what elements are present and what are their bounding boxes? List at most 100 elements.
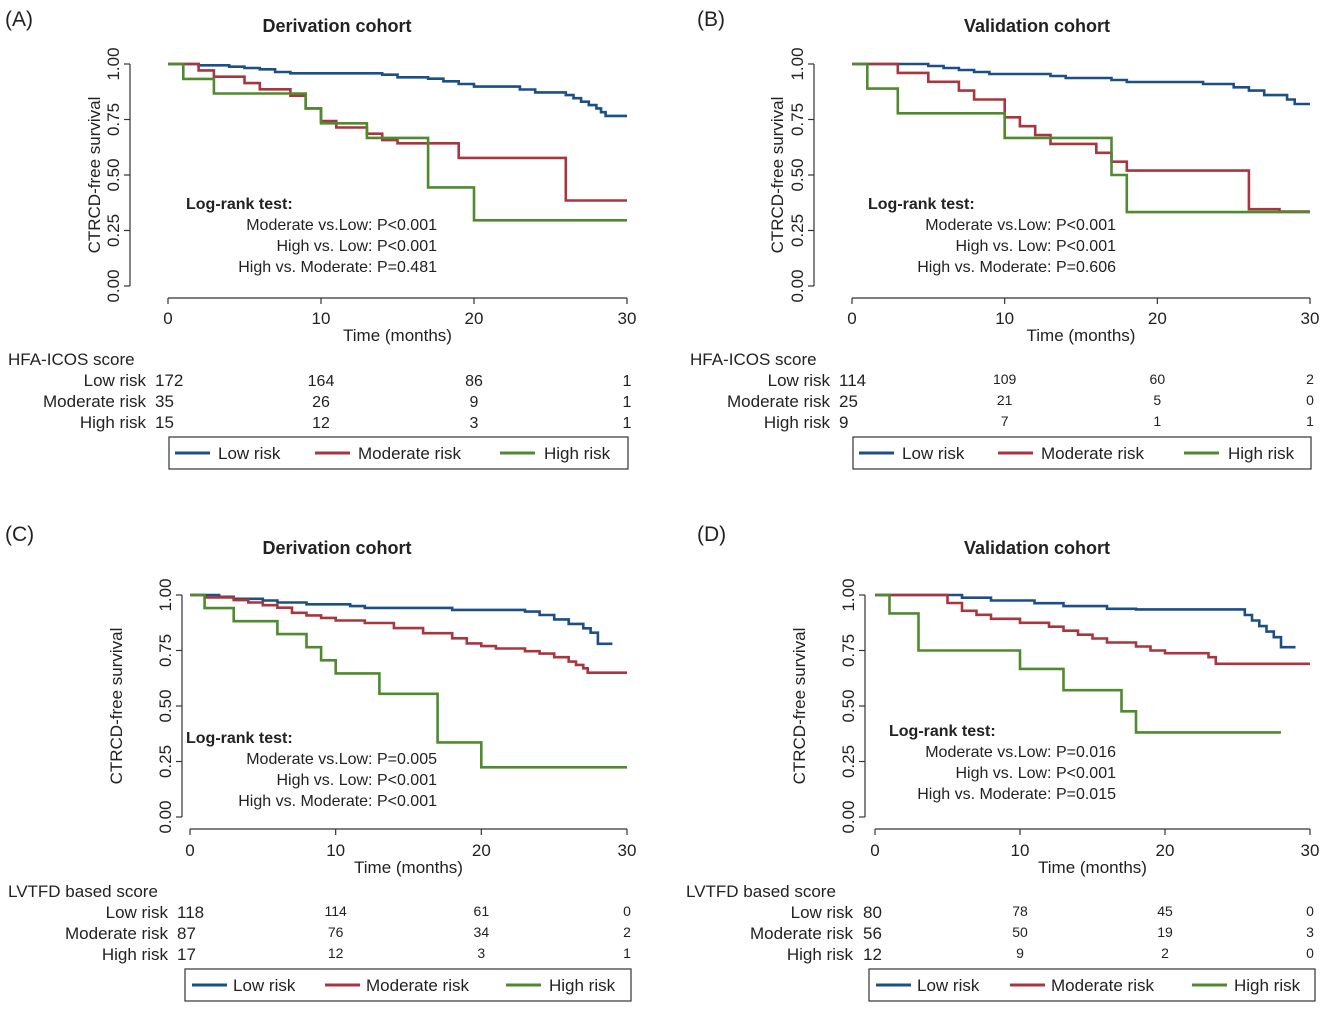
chart-title: Derivation cohort	[262, 16, 411, 36]
logrank-result: Moderate vs.Low: P<0.001	[246, 217, 437, 234]
risk-count: 0	[1306, 903, 1314, 919]
legend: Low risk Moderate risk High risk	[184, 968, 632, 1002]
y-tick-label: 0.50	[104, 158, 123, 191]
survival-curve-moderate	[168, 62, 627, 202]
risk-row-label: High risk	[102, 945, 169, 964]
x-tick-label: 30	[1301, 841, 1320, 860]
risk-count: 5	[1153, 392, 1161, 408]
survival-curve-moderate	[852, 62, 1310, 213]
km-panel-b: (B) Validation cohort 0.00 0.25 0.50 0.75 1.00…	[690, 8, 1320, 470]
risk-count: 114	[325, 903, 348, 919]
y-tick-label: 0.00	[156, 800, 175, 833]
y-tick-label: 0.50	[788, 158, 807, 191]
legend-label: High risk	[549, 976, 616, 995]
logrank-heading: Log-rank test:	[868, 196, 975, 213]
legend-label: Low risk	[233, 976, 296, 995]
logrank-result: Moderate vs.Low: P=0.016	[925, 744, 1116, 761]
y-tick-label: 0.75	[788, 103, 807, 136]
risk-count: 26	[312, 394, 330, 411]
risk-count: 35	[155, 392, 174, 411]
panel-letter: (B)	[697, 8, 725, 31]
x-axis-label: Time (months)	[343, 326, 452, 345]
risk-count: 118	[177, 903, 204, 922]
risk-row-label: Low risk	[791, 903, 854, 922]
risk-count: 109	[993, 371, 1017, 387]
x-axis-label: Time (months)	[354, 858, 463, 877]
logrank-result: High vs. Low: P<0.001	[276, 238, 437, 255]
chart-title: Validation cohort	[964, 16, 1110, 36]
risk-table-title: LVTFD based score	[8, 882, 158, 901]
x-tick-label: 0	[847, 309, 856, 328]
km-panel-d: (D) Validation cohort 0.00 0.25 0.50 0.75 1.00…	[686, 523, 1320, 1002]
legend-label: Moderate risk	[1051, 976, 1154, 995]
survival-curve-low	[168, 62, 627, 118]
risk-count: 114	[839, 371, 866, 390]
survival-curve-low	[852, 62, 1310, 106]
x-tick-label: 30	[1301, 309, 1320, 328]
y-axis-label: CTRCD-free survival	[790, 628, 809, 785]
risk-row-label: Moderate risk	[727, 392, 830, 411]
survival-curve-high	[190, 593, 627, 769]
legend-label: Moderate risk	[1041, 444, 1144, 463]
survival-curve-high	[168, 62, 627, 222]
risk-count: 0	[1306, 392, 1314, 408]
risk-table-title: HFA-ICOS score	[690, 350, 817, 369]
risk-count: 80	[863, 903, 882, 922]
risk-count: 3	[1306, 924, 1314, 940]
risk-count: 9	[839, 413, 848, 432]
y-tick-label: 1.00	[156, 578, 175, 611]
logrank-result: High vs. Moderate: P=0.015	[917, 786, 1116, 803]
risk-count: 2	[1161, 945, 1169, 961]
risk-count: 25	[839, 392, 858, 411]
risk-count: 3	[477, 945, 485, 961]
chart-title: Derivation cohort	[262, 538, 411, 558]
risk-row-label: Moderate risk	[43, 392, 146, 411]
x-tick-label: 10	[326, 841, 345, 860]
risk-count: 2	[1306, 371, 1314, 387]
risk-row-label: Moderate risk	[750, 924, 853, 943]
x-tick-label: 10	[995, 309, 1014, 328]
risk-row-label: Low risk	[106, 903, 169, 922]
risk-table-title: LVTFD based score	[686, 882, 836, 901]
risk-row-label: High risk	[787, 945, 854, 964]
legend-label: Moderate risk	[358, 444, 461, 463]
risk-count: 1	[1306, 413, 1314, 429]
x-axis-label: Time (months)	[1038, 858, 1147, 877]
y-tick-label: 0.25	[104, 214, 123, 247]
risk-count: 12	[328, 945, 344, 961]
x-tick-label: 20	[1148, 309, 1167, 328]
legend-label: High risk	[1228, 444, 1295, 463]
legend-label: High risk	[544, 444, 611, 463]
legend: Low risk Moderate risk High risk	[852, 436, 1312, 470]
risk-count: 164	[308, 373, 335, 390]
risk-count: 56	[863, 924, 882, 943]
survival-curve-high	[852, 62, 1310, 214]
survival-curve-moderate	[190, 593, 627, 674]
logrank-heading: Log-rank test:	[889, 723, 996, 740]
y-axis-label: CTRCD-free survival	[768, 97, 787, 254]
legend-box	[852, 436, 1312, 470]
x-tick-label: 20	[1156, 841, 1175, 860]
risk-count: 9	[1016, 945, 1024, 961]
risk-row-label: Low risk	[84, 371, 147, 390]
x-tick-label: 20	[465, 309, 484, 328]
y-tick-label: 0.50	[156, 689, 175, 722]
risk-count: 78	[1012, 903, 1028, 919]
risk-count: 172	[155, 371, 183, 390]
risk-count: 0	[1306, 945, 1314, 961]
risk-count: 15	[155, 413, 174, 432]
risk-count: 34	[474, 924, 490, 940]
logrank-result: High vs. Low: P<0.001	[955, 765, 1116, 782]
risk-count: 19	[1157, 924, 1173, 940]
risk-count: 3	[470, 415, 479, 432]
risk-row-label: High risk	[764, 413, 831, 432]
risk-count: 12	[312, 415, 330, 432]
risk-count: 1	[623, 945, 631, 961]
y-tick-label: 0.25	[839, 745, 858, 778]
y-tick-label: 0.00	[839, 800, 858, 833]
risk-count: 12	[863, 945, 882, 964]
risk-row-label: Low risk	[768, 371, 831, 390]
logrank-result: High vs. Low: P<0.001	[955, 238, 1116, 255]
x-tick-label: 0	[163, 309, 172, 328]
